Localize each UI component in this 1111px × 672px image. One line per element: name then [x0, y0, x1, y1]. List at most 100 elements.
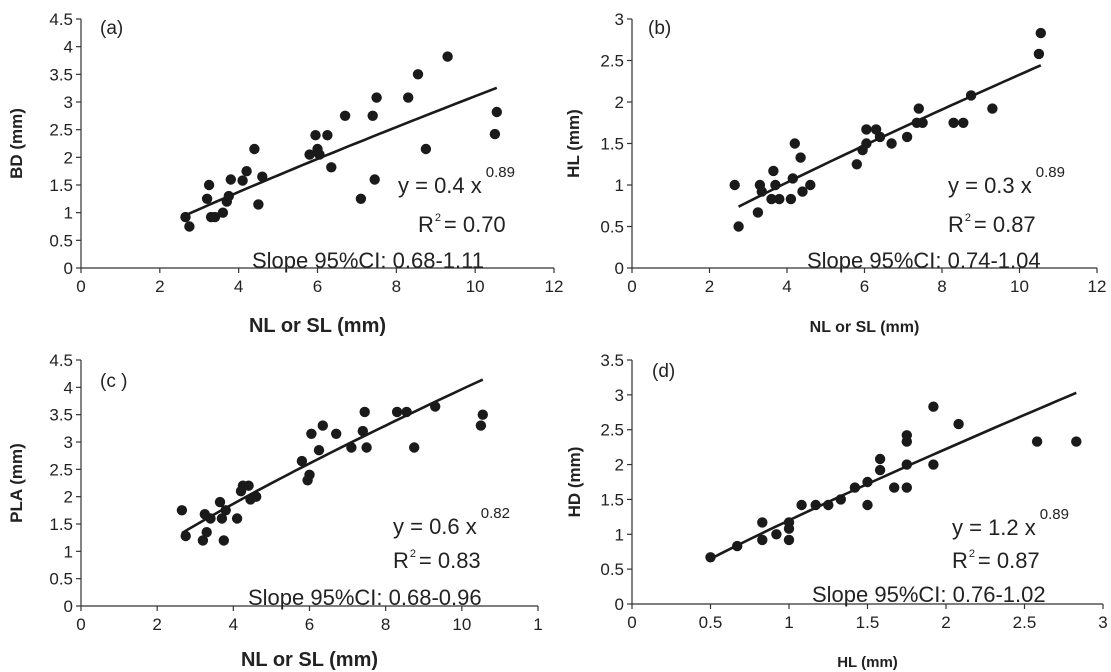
data-point — [180, 530, 191, 542]
data-point — [346, 442, 357, 453]
y-tick-label: 2.5 — [49, 460, 73, 479]
x-tick-label: 12 — [1088, 277, 1107, 296]
data-point — [209, 211, 221, 223]
data-point — [253, 199, 264, 210]
data-point — [1031, 436, 1043, 447]
x-axis-title: NL or SL (mm) — [810, 319, 920, 336]
x-tick-label: 0 — [627, 277, 636, 296]
y-tick-label: 2.5 — [600, 52, 624, 71]
x-tick-label: 8 — [937, 277, 946, 296]
data-point — [756, 186, 767, 197]
x-tick-label: 4 — [229, 615, 238, 634]
data-point — [310, 130, 321, 141]
data-point — [401, 406, 412, 418]
data-point — [783, 534, 795, 546]
y-axis-title: PLA (mm) — [7, 443, 26, 523]
x-tick-label: 2 — [941, 613, 950, 632]
y-tick-label: 1 — [64, 542, 73, 561]
data-point — [795, 152, 806, 163]
panel-label: (c ) — [100, 371, 127, 392]
data-point — [243, 480, 254, 491]
data-point — [953, 418, 964, 430]
data-point — [913, 103, 924, 114]
data-point — [889, 482, 900, 493]
fit-equation: y = 0.3 x — [948, 173, 1032, 198]
data-point — [205, 513, 216, 524]
data-point — [304, 469, 315, 480]
x-tick-label: 4 — [234, 277, 243, 296]
fit-exponent: 0.89 — [486, 164, 515, 181]
data-point — [874, 464, 886, 476]
data-point — [783, 517, 795, 528]
data-point — [789, 138, 800, 149]
x-axis-title: NL or SL (mm) — [241, 649, 378, 671]
fit-equation: y = 1.2 x — [952, 515, 1036, 540]
data-point — [331, 428, 342, 439]
r-squared-value: = 0.87 — [978, 548, 1040, 573]
data-point — [796, 499, 807, 511]
y-tick-label: 3.5 — [49, 65, 73, 84]
data-point — [770, 179, 781, 191]
r-squared-superscript: 2 — [410, 548, 416, 560]
panel-label: (b) — [648, 18, 671, 39]
data-point — [223, 190, 234, 202]
data-point — [314, 149, 325, 160]
data-point — [766, 193, 777, 205]
slope-ci: Slope 95%CI: 0.68-0.96 — [248, 585, 482, 610]
data-point — [1035, 27, 1047, 39]
y-tick-label: 0.5 — [600, 560, 624, 579]
data-point — [326, 162, 337, 173]
data-point — [317, 420, 328, 431]
data-point — [785, 193, 797, 205]
y-tick-label: 4.5 — [49, 10, 73, 29]
data-point — [339, 110, 351, 122]
data-point — [901, 459, 912, 470]
data-point — [361, 442, 372, 453]
data-point — [874, 453, 886, 465]
data-point — [203, 179, 215, 191]
x-tick-label: 2 — [152, 615, 161, 634]
r-squared-value: = 0.70 — [444, 212, 506, 237]
data-point — [987, 103, 998, 114]
data-point — [257, 171, 268, 182]
x-tick-label: 8 — [381, 615, 390, 634]
y-tick-label: 0 — [615, 595, 624, 614]
data-point — [805, 179, 816, 191]
data-point — [862, 499, 873, 511]
data-point — [355, 193, 367, 204]
data-point — [359, 406, 370, 418]
data-point — [958, 117, 969, 128]
data-point — [928, 459, 939, 470]
data-point — [180, 211, 191, 223]
data-point — [409, 442, 420, 453]
data-point — [732, 540, 743, 552]
r-squared-label: R — [393, 548, 409, 573]
r-squared-superscript: 2 — [965, 212, 971, 224]
x-tick-label: 0 — [627, 613, 636, 632]
data-point — [225, 174, 236, 185]
data-point — [313, 445, 325, 456]
data-point — [787, 173, 798, 184]
x-tick-label: 0 — [76, 277, 85, 296]
data-point — [184, 221, 195, 232]
x-tick-label: 1.5 — [856, 613, 880, 632]
data-point — [369, 174, 380, 185]
data-point — [304, 149, 315, 160]
x-tick-label: 6 — [860, 277, 869, 296]
r-squared-superscript: 2 — [969, 548, 975, 560]
x-tick-label: 10 — [1010, 277, 1029, 296]
data-point — [849, 482, 861, 493]
y-tick-label: 2 — [64, 148, 73, 167]
fit-line — [184, 86, 498, 217]
y-tick-label: 2 — [615, 456, 624, 475]
data-point — [823, 499, 834, 511]
y-axis-title: HL (mm) — [564, 109, 583, 178]
y-tick-label: 0 — [64, 597, 73, 616]
data-point — [705, 552, 716, 563]
data-point — [217, 207, 229, 218]
x-tick-label: 12 — [545, 277, 564, 296]
y-axis-title: HD (mm) — [565, 447, 584, 518]
x-tick-label: 10 — [466, 277, 485, 296]
chart-panel-c: 0 0.5 1 1.5 2 2.5 3 3.5 4 4.5 0 2 4 6 8 10 1 NL or SL (mm… — [7, 351, 543, 671]
fit-line — [709, 391, 1077, 561]
